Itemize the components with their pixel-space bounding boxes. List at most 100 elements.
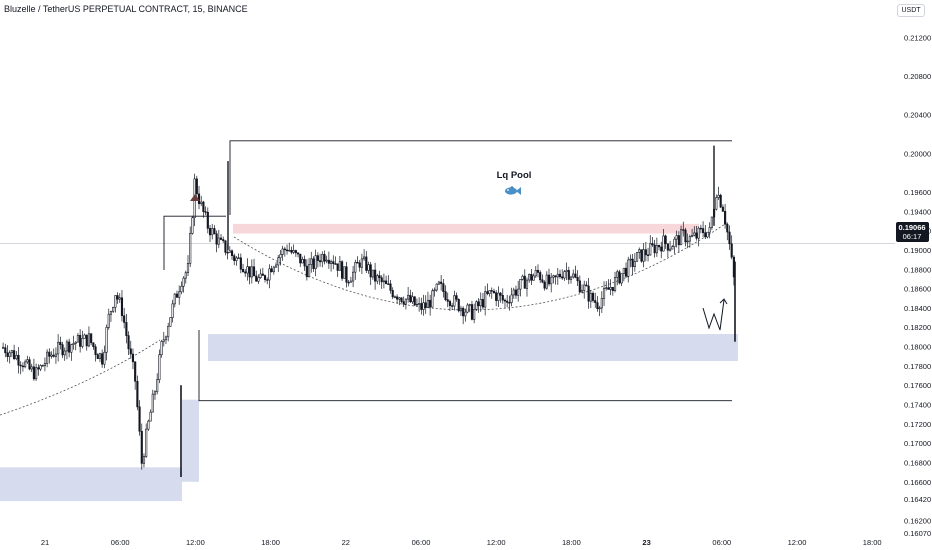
candle [127, 331, 130, 355]
candle [644, 242, 647, 262]
candle [629, 254, 632, 268]
candle [369, 261, 372, 286]
candle [484, 286, 487, 316]
candle [519, 279, 522, 297]
candle [668, 240, 672, 252]
candle [499, 291, 502, 303]
candle [646, 247, 650, 262]
candle [363, 249, 366, 261]
x-tick-label: 12:00 [788, 538, 807, 547]
candle [490, 287, 493, 299]
candle [338, 255, 341, 271]
candle [532, 273, 535, 281]
candle [618, 269, 621, 285]
candle [543, 280, 546, 291]
candle [21, 362, 24, 372]
candle [724, 203, 727, 229]
candle [358, 260, 361, 272]
candle [506, 294, 509, 308]
candle [101, 349, 104, 368]
y-tick-label: 0.17600 [904, 381, 931, 390]
candle [341, 260, 344, 281]
candle [41, 364, 44, 367]
candle [83, 333, 86, 339]
candle [649, 235, 652, 256]
y-tick-label: 0.18200 [904, 323, 931, 332]
candle [684, 227, 687, 247]
candle [13, 344, 16, 361]
candle [378, 270, 381, 285]
candle [79, 329, 82, 353]
candle [28, 356, 31, 371]
candle [552, 274, 555, 284]
candle [418, 297, 421, 312]
candle [294, 249, 297, 257]
x-tick-label: 18:00 [863, 538, 882, 547]
candle [57, 334, 60, 362]
candle [215, 230, 218, 253]
candle [719, 193, 722, 209]
y-tick-label: 0.18800 [904, 265, 931, 274]
candle [380, 275, 383, 289]
candle [175, 290, 179, 298]
candle [609, 279, 612, 296]
x-tick-label: 06:00 [412, 538, 431, 547]
candle [129, 340, 132, 359]
candle [336, 263, 339, 277]
candle [279, 249, 282, 266]
candle [620, 273, 623, 286]
candle [457, 298, 460, 313]
candle [26, 355, 29, 364]
candle [717, 186, 720, 200]
candle [673, 236, 676, 254]
price-axis[interactable]: 0.21200 0.20800 0.20400 0.20000 0.19600 0.194… [904, 33, 931, 538]
candle [638, 247, 641, 259]
candle [213, 225, 216, 235]
candle [622, 267, 625, 282]
candle [475, 300, 478, 311]
x-tick-label: 22 [342, 538, 350, 547]
candle [8, 350, 11, 364]
w-pattern-arrow [702, 298, 728, 331]
time-axis[interactable]: 21 06:00 12:00 18:00 22 06:00 12:00 18:00 23 06:0… [41, 538, 882, 547]
y-tick-label: 0.21200 [904, 33, 931, 42]
candle [252, 258, 256, 277]
candle [257, 274, 260, 284]
candle [184, 270, 187, 284]
candle [459, 305, 463, 316]
candle [635, 251, 639, 262]
candle [349, 276, 352, 283]
y-tick-label: 0.16800 [904, 458, 931, 467]
candle [699, 224, 702, 234]
candle [158, 349, 161, 384]
candle [222, 236, 225, 243]
candle [728, 225, 731, 250]
candle [107, 308, 110, 330]
candle [219, 234, 223, 241]
candle [616, 269, 619, 286]
candle [72, 335, 75, 350]
candle [431, 288, 434, 308]
level-lines [163, 140, 732, 402]
candle [50, 351, 53, 359]
candle [116, 292, 119, 304]
candle [19, 361, 22, 375]
candle [230, 249, 234, 260]
candle [37, 364, 40, 376]
candle [396, 294, 399, 304]
candle [114, 295, 117, 313]
x-tick-label: 21 [41, 538, 49, 547]
y-tick-label: 0.18400 [904, 304, 931, 313]
candle [319, 253, 322, 267]
candle [653, 239, 656, 258]
currency-button[interactable]: USDT [897, 4, 925, 17]
candle [437, 280, 441, 286]
y-tick-label: 0.16600 [904, 478, 931, 487]
candle [492, 288, 496, 295]
candle [479, 292, 482, 312]
candle [151, 389, 154, 413]
candle [167, 322, 170, 342]
candle [721, 204, 724, 212]
candle [691, 228, 694, 238]
